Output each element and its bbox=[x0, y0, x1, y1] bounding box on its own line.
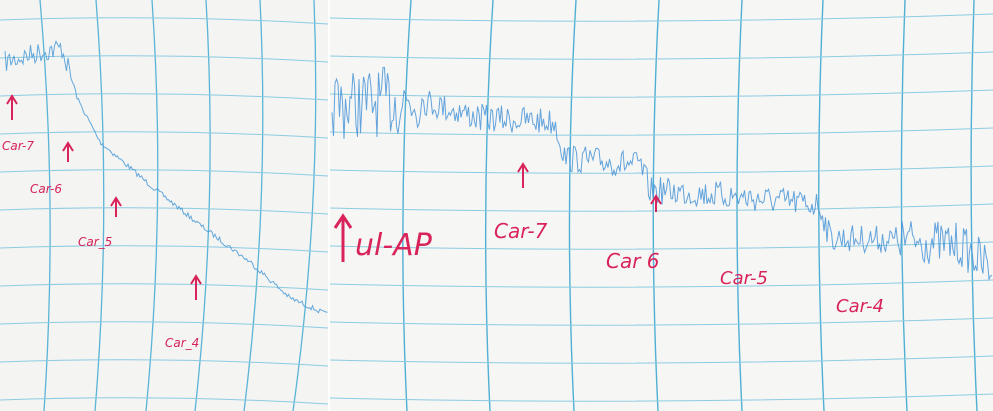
right-paper bbox=[330, 0, 993, 411]
annotation: Car-4 bbox=[836, 296, 884, 317]
photo: Car-7 Car-6 Car_5 Car_4 ul-AP Car-7 Car … bbox=[0, 0, 993, 411]
annotation: Car 6 bbox=[606, 249, 660, 273]
left-paper bbox=[0, 0, 328, 411]
annotation: Car_5 bbox=[78, 235, 112, 249]
annotation: Car-5 bbox=[720, 268, 768, 289]
annotation: Car-7 bbox=[494, 219, 548, 243]
annotation: ul-AP bbox=[355, 228, 433, 263]
annotation: Car_4 bbox=[165, 336, 199, 350]
annotation: Car-6 bbox=[30, 182, 62, 196]
annotation: Car-7 bbox=[2, 139, 34, 153]
panel-divider bbox=[328, 0, 330, 411]
